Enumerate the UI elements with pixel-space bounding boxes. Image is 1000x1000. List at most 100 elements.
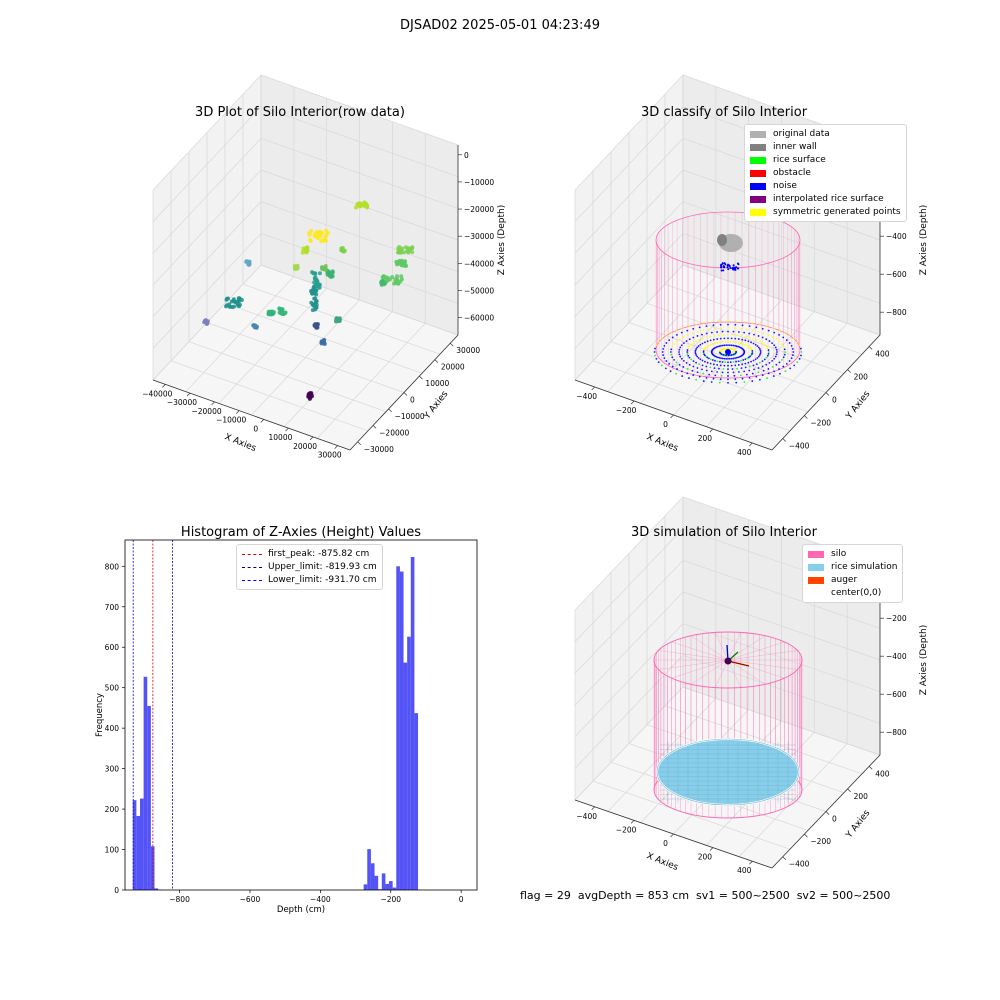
legend-item: silo bbox=[808, 548, 897, 561]
surface-point bbox=[679, 346, 682, 349]
surface-point bbox=[730, 344, 733, 347]
noise-point bbox=[732, 267, 735, 270]
surface-point bbox=[762, 332, 765, 335]
surface-point bbox=[740, 367, 743, 370]
histogram-bar bbox=[389, 881, 393, 890]
x-tick bbox=[749, 860, 753, 865]
surface-point bbox=[709, 358, 712, 361]
surface-point bbox=[664, 334, 667, 337]
data-point bbox=[309, 300, 314, 305]
surface-point bbox=[669, 351, 672, 353]
surface-point bbox=[788, 360, 791, 362]
surface-point bbox=[692, 360, 695, 363]
surface-point bbox=[714, 359, 716, 362]
y-tick-label: 0 bbox=[832, 815, 837, 824]
histogram-bar bbox=[367, 849, 371, 890]
surface-point bbox=[716, 341, 719, 344]
surface-point bbox=[727, 357, 729, 360]
data-point bbox=[307, 232, 312, 237]
surface-point bbox=[698, 339, 701, 341]
data-point bbox=[304, 250, 309, 255]
y-tick bbox=[825, 811, 830, 815]
surface-point bbox=[694, 352, 697, 355]
surface-point bbox=[773, 357, 776, 360]
z-tick-label: −20000 bbox=[464, 205, 494, 214]
surface-point bbox=[734, 344, 736, 347]
data-point bbox=[228, 304, 233, 309]
surface-point bbox=[718, 345, 721, 348]
surface-point bbox=[708, 373, 711, 376]
surface-point bbox=[735, 341, 737, 344]
surface-point bbox=[709, 366, 712, 369]
surface-point bbox=[747, 361, 750, 364]
surface-point bbox=[733, 327, 736, 330]
surface-point bbox=[735, 360, 737, 363]
data-point bbox=[277, 306, 282, 311]
surface-point bbox=[671, 345, 674, 348]
x-tick-label: 200 bbox=[698, 853, 713, 862]
surface-point bbox=[657, 340, 660, 343]
y-tick-label: −10000 bbox=[395, 412, 425, 421]
y-tick bbox=[847, 369, 851, 373]
grid-line bbox=[574, 106, 684, 222]
panel-title: 3D simulation of Silo Interior bbox=[631, 525, 818, 540]
surface-point bbox=[732, 330, 735, 333]
surface-point bbox=[727, 364, 729, 367]
surface-point bbox=[723, 344, 726, 347]
surface-point bbox=[670, 348, 673, 351]
surface-point bbox=[796, 361, 799, 364]
z-axis-label: Z Axies (Depth) bbox=[919, 205, 929, 276]
surface-point bbox=[718, 367, 720, 370]
histogram-bar bbox=[154, 888, 159, 890]
surface-point bbox=[766, 377, 768, 379]
surface-point bbox=[758, 340, 761, 343]
histogram-bar bbox=[410, 556, 415, 890]
surface-point bbox=[732, 344, 735, 347]
data-point bbox=[271, 310, 276, 315]
histogram-bar bbox=[370, 863, 375, 890]
surface-point bbox=[705, 369, 708, 372]
legend-item: Lower_limit: -931.70 cm bbox=[242, 574, 377, 587]
surface-point bbox=[695, 361, 698, 364]
surface-point bbox=[671, 365, 674, 368]
silo-roof-wire bbox=[671, 659, 729, 679]
surface-point bbox=[776, 351, 778, 353]
surface-point bbox=[720, 374, 723, 377]
surface-point bbox=[757, 367, 760, 369]
surface-point bbox=[707, 344, 710, 347]
surface-point bbox=[757, 346, 760, 349]
surface-point bbox=[767, 329, 770, 332]
surface-point bbox=[713, 334, 716, 337]
surface-point bbox=[782, 356, 785, 359]
x-tick bbox=[334, 445, 338, 449]
legend-label: rice simulation bbox=[831, 562, 898, 572]
surface-point bbox=[687, 354, 690, 357]
y-tick-label: −400 bbox=[789, 860, 810, 869]
histogram-bar bbox=[381, 873, 386, 890]
surface-point bbox=[692, 374, 695, 377]
data-point bbox=[309, 391, 314, 396]
surface-point bbox=[705, 346, 707, 349]
surface-point bbox=[682, 336, 685, 338]
data-point bbox=[319, 339, 324, 344]
data-point bbox=[237, 299, 242, 304]
surface-point bbox=[701, 333, 703, 336]
y-tick-label: 0 bbox=[410, 396, 415, 405]
surface-point bbox=[665, 342, 668, 344]
histogram-bar bbox=[139, 798, 144, 890]
surface-point bbox=[781, 343, 783, 345]
surface-point bbox=[697, 357, 700, 359]
surface-point bbox=[761, 365, 764, 368]
surface-point bbox=[734, 337, 737, 340]
surface-point bbox=[722, 368, 725, 370]
z-tick-label: −800 bbox=[886, 728, 907, 737]
surface-point bbox=[737, 341, 740, 344]
data-point bbox=[308, 239, 313, 244]
surface-point bbox=[691, 369, 694, 372]
z-tick-label: −30000 bbox=[464, 232, 494, 241]
legend-label: Upper_limit: -819.93 cm bbox=[268, 562, 377, 572]
surface-point bbox=[727, 378, 729, 381]
surface-point bbox=[771, 342, 774, 344]
legend-item: inner wall bbox=[750, 141, 901, 154]
surface-point bbox=[772, 327, 775, 329]
